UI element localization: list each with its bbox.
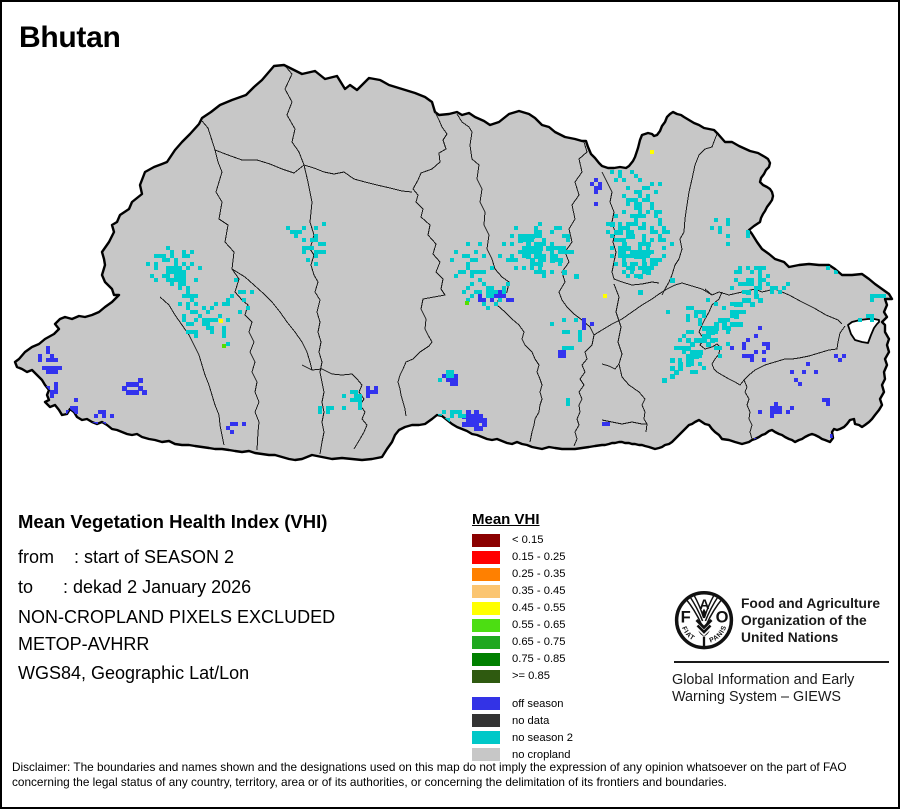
svg-text:F: F	[681, 609, 691, 627]
svg-text:A: A	[699, 596, 709, 612]
svg-text:O: O	[716, 609, 729, 627]
svg-text:FIAT: FIAT	[680, 626, 696, 643]
